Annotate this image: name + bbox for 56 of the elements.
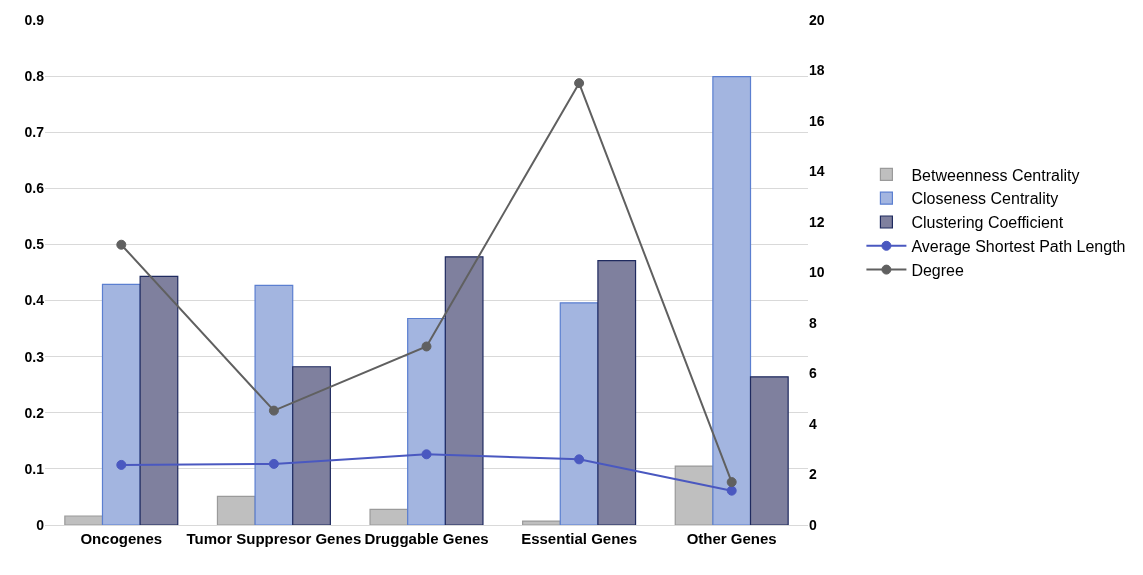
bar [369, 508, 409, 525]
x-tick-label: Other Genes [686, 530, 777, 547]
point [574, 78, 585, 89]
bar [749, 376, 789, 525]
point [268, 458, 279, 469]
y-tick-label: 0.3 [24, 348, 45, 365]
bar [216, 495, 256, 525]
y2-tick-label: 14 [809, 163, 825, 180]
y-tick-label: 0.6 [24, 180, 45, 197]
y-tick-label: 0.9 [24, 11, 45, 28]
y2-tick-label: 8 [809, 314, 817, 331]
point [421, 341, 432, 352]
y2-tick-label: 6 [809, 365, 817, 382]
x-tick-label: Essential Genes [521, 530, 638, 547]
x-tick-label: Oncogenes [80, 530, 163, 547]
legend-label: Betweenness Centrality [911, 166, 1080, 184]
legend-label: Degree [911, 261, 964, 279]
bar [674, 465, 714, 525]
point [726, 477, 737, 488]
y-tick-label: 0.2 [24, 404, 45, 421]
y2-tick-label: 16 [809, 112, 825, 129]
point [574, 454, 585, 465]
bar [712, 76, 752, 525]
y-tick-label: 0.8 [24, 68, 45, 85]
bar [407, 317, 446, 525]
y2-tick-label: 10 [809, 264, 825, 281]
legend-label: Clustering Coefficient [911, 214, 1064, 232]
bar [559, 302, 599, 525]
legend-label: Closeness Centrality [911, 190, 1059, 208]
bar [522, 520, 561, 525]
y2-tick-label: 12 [809, 213, 825, 230]
y2-tick-label: 18 [809, 62, 825, 79]
point [116, 239, 127, 250]
bar [444, 256, 484, 525]
legend-label: Average Shortest Path Length [911, 238, 1126, 256]
bar [292, 366, 331, 525]
y2-tick-label: 0 [809, 516, 817, 533]
point [116, 459, 127, 470]
x-tick-label: Druggable Genes [364, 530, 489, 547]
y-tick-label: 0 [36, 516, 45, 533]
y-tick-label: 0.1 [24, 460, 45, 477]
y2-tick-label: 2 [809, 466, 817, 483]
y-tick-label: 0.4 [24, 292, 45, 309]
bar [101, 283, 141, 525]
y2-tick-label: 20 [809, 11, 825, 28]
x-tick-label: Tumor Suppresor Genes [186, 530, 362, 547]
point [421, 449, 432, 460]
point [726, 485, 737, 496]
y-tick-label: 0.5 [24, 236, 45, 253]
point [268, 405, 279, 416]
bar [64, 515, 104, 525]
y2-tick-label: 4 [809, 415, 817, 432]
bar [139, 275, 179, 525]
bar [597, 260, 637, 525]
y-tick-label: 0.7 [24, 124, 45, 141]
bar [254, 284, 294, 525]
